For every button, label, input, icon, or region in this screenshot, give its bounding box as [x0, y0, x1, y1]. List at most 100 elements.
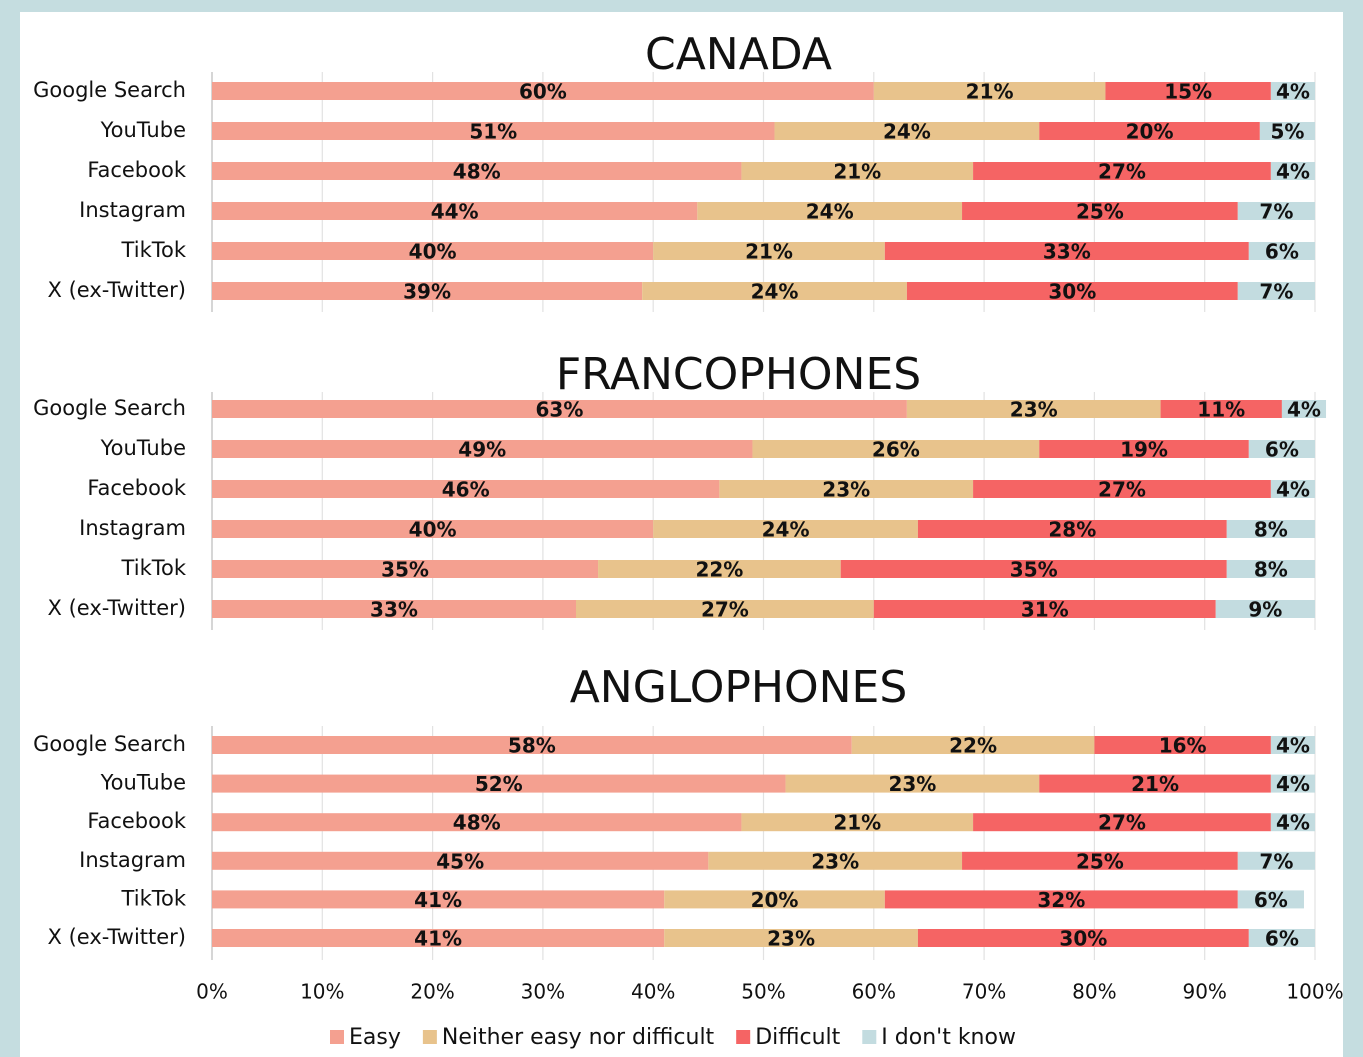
category-label: TikTok — [121, 556, 187, 580]
value-label: 22% — [949, 734, 997, 758]
bar-segment — [642, 282, 907, 300]
value-label: 27% — [1098, 811, 1146, 835]
bar-segment — [1226, 560, 1315, 578]
category-label: Google Search — [33, 732, 186, 756]
bar-segment — [1237, 890, 1304, 909]
category-label: Facebook — [87, 809, 187, 833]
value-label: 60% — [519, 80, 567, 104]
bar-segment — [212, 736, 852, 754]
bar-segment — [212, 929, 665, 947]
value-label: 9% — [1248, 598, 1282, 622]
value-label: 24% — [751, 280, 799, 304]
category-label: X (ex-Twitter) — [48, 925, 186, 949]
bar-segment — [212, 400, 907, 418]
value-label: 20% — [751, 888, 799, 912]
value-label: 27% — [1098, 478, 1146, 502]
bar-segment — [774, 122, 1040, 140]
value-label: 4% — [1276, 811, 1310, 835]
value-label: 21% — [833, 811, 881, 835]
bar-segment — [873, 600, 1216, 618]
bar-segment — [212, 122, 775, 140]
bar-segment — [1259, 122, 1315, 140]
bar-segment — [653, 520, 918, 538]
bar-segment — [851, 736, 1095, 754]
bar-segment — [664, 929, 918, 947]
value-label: 24% — [806, 200, 854, 224]
bar-segment — [1281, 400, 1327, 418]
value-label: 44% — [431, 200, 479, 224]
value-label: 4% — [1276, 478, 1310, 502]
value-label: 22% — [695, 558, 743, 582]
value-label: 7% — [1259, 200, 1293, 224]
bar-segment — [1270, 82, 1315, 100]
category-label: YouTube — [100, 118, 186, 142]
x-tick-label: 40% — [631, 980, 675, 1004]
legend-label: I don't know — [881, 1025, 1016, 1050]
bar-segment — [1237, 851, 1315, 870]
value-label: 33% — [1043, 240, 1091, 264]
bar-segment — [1270, 480, 1315, 498]
bar-segment — [840, 560, 1227, 578]
bar-segment — [962, 851, 1238, 870]
value-label: 41% — [414, 927, 462, 951]
value-label: 21% — [833, 160, 881, 184]
chart-title: FRANCOPHONES — [556, 349, 921, 400]
bar-segment — [785, 774, 1040, 793]
value-label: 31% — [1021, 598, 1069, 622]
value-label: 6% — [1254, 888, 1288, 912]
value-label: 16% — [1159, 734, 1207, 758]
value-label: 33% — [370, 598, 418, 622]
bar-segment — [1094, 736, 1271, 754]
bar-segment — [1270, 774, 1315, 793]
value-label: 23% — [1010, 398, 1058, 422]
value-label: 46% — [442, 478, 490, 502]
bar-segment — [719, 480, 974, 498]
bar-segment — [212, 813, 742, 832]
bar-segment — [752, 440, 1040, 458]
category-label: YouTube — [100, 771, 186, 795]
bar-segment — [1237, 202, 1315, 220]
value-label: 23% — [822, 478, 870, 502]
bar-segment — [1039, 122, 1260, 140]
value-label: 6% — [1265, 240, 1299, 264]
bar-segment — [1270, 813, 1315, 832]
chart-title: ANGLOPHONES — [570, 662, 908, 713]
bar-segment — [212, 890, 665, 909]
bar-segment — [917, 929, 1249, 947]
bar-segment — [1248, 242, 1315, 260]
value-label: 6% — [1265, 927, 1299, 951]
x-tick-label: 70% — [962, 980, 1006, 1004]
bar-segment — [906, 282, 1238, 300]
category-label: Facebook — [87, 158, 187, 182]
legend-swatch — [736, 1030, 751, 1044]
bar-segment — [973, 480, 1271, 498]
bar-segment — [973, 813, 1271, 832]
bar-segment — [212, 82, 874, 100]
bar-segment — [598, 560, 841, 578]
bar-segment — [653, 242, 885, 260]
value-label: 48% — [453, 811, 501, 835]
value-label: 8% — [1254, 558, 1288, 582]
bar-segment — [1237, 282, 1315, 300]
value-label: 7% — [1259, 280, 1293, 304]
category-label: Google Search — [33, 78, 186, 102]
category-label: TikTok — [121, 238, 187, 262]
value-label: 30% — [1048, 280, 1096, 304]
value-label: 15% — [1164, 80, 1212, 104]
x-tick-label: 30% — [521, 980, 565, 1004]
bar-segment — [212, 774, 786, 793]
category-label: YouTube — [100, 436, 186, 460]
bar-segment — [1270, 736, 1315, 754]
category-label: Google Search — [33, 396, 186, 420]
bar-segment — [708, 851, 963, 870]
value-label: 48% — [453, 160, 501, 184]
x-tick-label: 90% — [1182, 980, 1226, 1004]
value-label: 58% — [508, 734, 556, 758]
value-label: 25% — [1076, 849, 1124, 873]
value-label: 23% — [811, 849, 859, 873]
value-label: 27% — [1098, 160, 1146, 184]
bar-segment — [1248, 929, 1315, 947]
value-label: 25% — [1076, 200, 1124, 224]
value-label: 30% — [1059, 927, 1107, 951]
